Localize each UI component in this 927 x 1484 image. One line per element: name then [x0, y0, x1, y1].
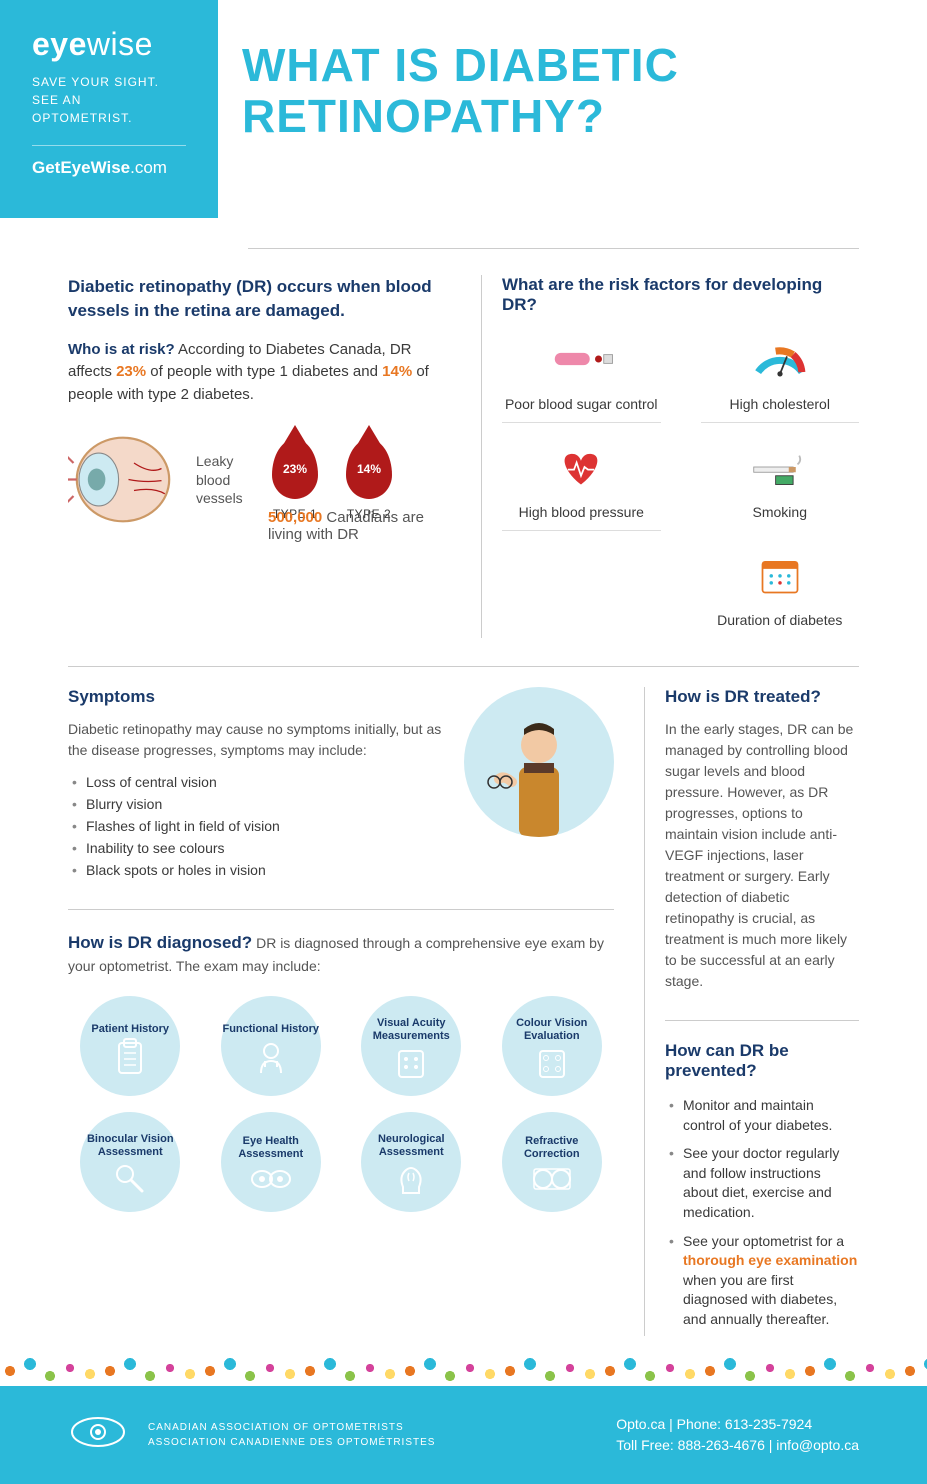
risk-duration: Duration of diabetes: [701, 549, 860, 638]
risk-factors-title: What are the risk factors for developing…: [502, 275, 859, 315]
eye-logo-icon: [68, 1414, 128, 1455]
symptoms-title: Symptoms: [68, 687, 444, 707]
footer-org-fr: ASSOCIATION CANADIENNE DES OPTOMÉTRISTES: [148, 1435, 435, 1450]
prevention-list: Monitor and maintain control of your dia…: [665, 1093, 859, 1336]
decorative-dots: [0, 1356, 927, 1386]
eye-anatomy-icon: [68, 430, 178, 529]
intro-text: Diabetic retinopathy (DR) occurs when bl…: [68, 275, 451, 323]
footer: CANADIAN ASSOCIATION OF OPTOMETRISTSASSO…: [0, 1386, 927, 1484]
tagline-2: SEE AN OPTOMETRIST.: [32, 93, 132, 125]
footer-contact-2: Toll Free: 888-263-4676 | info@opto.ca: [616, 1435, 859, 1456]
brand-light: wise: [87, 26, 153, 62]
diag-title: How is DR diagnosed?: [68, 933, 252, 952]
risk-smoking: Smoking: [701, 441, 860, 531]
treatment-text: In the early stages, DR can be managed b…: [665, 719, 859, 992]
risk-cholesterol: High cholesterol: [701, 333, 860, 423]
tagline-1: SAVE YOUR SIGHT.: [32, 75, 159, 89]
symptoms-list: Loss of central visionBlurry visionFlash…: [68, 771, 444, 881]
risk-blood-sugar: Poor blood sugar control: [502, 333, 661, 423]
brand-box: eyewise SAVE YOUR SIGHT. SEE AN OPTOMETRI…: [0, 0, 218, 218]
who-at-risk: Who is at risk? According to Diabetes Ca…: [68, 339, 451, 407]
footer-org-en: CANADIAN ASSOCIATION OF OPTOMETRISTS: [148, 1420, 435, 1435]
brand-bold: eye: [32, 26, 87, 62]
person-glasses-icon: [464, 687, 614, 837]
footer-contact-1: Opto.ca | Phone: 613-235-7924: [616, 1414, 859, 1435]
page-title: WHAT IS DIABETIC RETINOPATHY?: [218, 0, 927, 141]
diagnosis-grid: Patient History Functional History Visua…: [68, 996, 614, 1212]
prevention-title: How can DR be prevented?: [665, 1041, 859, 1081]
leaky-label: Leaky blood vessels: [196, 452, 246, 507]
canadians-stat: 500,000 Canadians are living with DR: [268, 509, 451, 543]
brand-url: GetEyeWise: [32, 158, 130, 177]
treatment-title: How is DR treated?: [665, 687, 859, 707]
risk-blood-pressure: High blood pressure: [502, 441, 661, 531]
symptoms-intro: Diabetic retinopathy may cause no sympto…: [68, 719, 444, 761]
